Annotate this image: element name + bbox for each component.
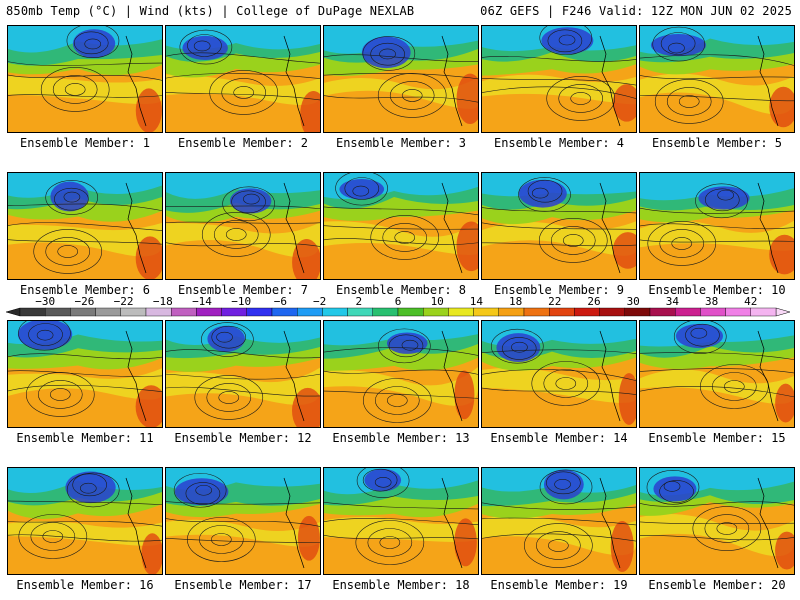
ensemble-member-map (639, 467, 795, 575)
ensemble-member-label: Ensemble Member: 15 (648, 431, 786, 445)
colorbar-tick-label: −30 (35, 295, 55, 308)
ensemble-member-label: Ensemble Member: 18 (332, 578, 470, 592)
colorbar-swatch (423, 307, 449, 317)
ensemble-member-map (323, 25, 479, 133)
colorbar-swatch (372, 307, 399, 317)
colorbar-swatch (95, 307, 121, 317)
ensemble-member-map (639, 172, 795, 280)
colorbar-swatch (549, 307, 575, 317)
colorbar-swatch (523, 307, 550, 317)
ensemble-member-label: Ensemble Member: 11 (16, 431, 154, 445)
ensemble-member-label: Ensemble Member: 8 (335, 283, 467, 297)
colorbar-swatch (448, 307, 474, 317)
colorbar-tick-label: −6 (274, 295, 287, 308)
colorbar-swatch (196, 307, 222, 317)
map-title: 850mb Temp (°C) | Wind (kts) | College o… (6, 4, 415, 18)
colorbar-swatch (397, 307, 424, 317)
ensemble-member-map (639, 25, 795, 133)
colorbar-swatch (750, 307, 777, 317)
colorbar-swatch (574, 307, 600, 317)
ensemble-member-map (639, 320, 795, 428)
ensemble-member-label: Ensemble Member: 4 (493, 136, 625, 150)
ensemble-member-map (481, 467, 637, 575)
ensemble-member-label: Ensemble Member: 20 (648, 578, 786, 592)
ensemble-member-label: Ensemble Member: 10 (648, 283, 786, 297)
temperature-colorbar: −30 −26 −22 −18 −14 −10 −6 −2 2 6 10 14 18 22 26 30 34 38… (5, 295, 791, 317)
colorbar-tick-label: −10 (231, 295, 251, 308)
colorbar-swatch (221, 307, 248, 317)
colorbar-swatch (322, 307, 348, 317)
colorbar-tick-label: 42 (744, 295, 757, 308)
colorbar-tick-label: −26 (74, 295, 94, 308)
ensemble-member-label: Ensemble Member: 19 (490, 578, 628, 592)
ensemble-member-label: Ensemble Member: 6 (19, 283, 151, 297)
colorbar-tick-label: 22 (548, 295, 561, 308)
ensemble-member-label: Ensemble Member: 2 (177, 136, 309, 150)
ensemble-member-map (7, 25, 163, 133)
ensemble-member-map (481, 320, 637, 428)
colorbar-tick-label: 18 (509, 295, 522, 308)
colorbar-swatch (624, 307, 651, 317)
model-run-info: 06Z GEFS | F246 Valid: 12Z MON JUN 02 20… (480, 4, 792, 18)
colorbar-swatch (297, 307, 323, 317)
colorbar-tick-label: 10 (431, 295, 444, 308)
colorbar-tick-label: −14 (192, 295, 212, 308)
colorbar-swatch (70, 307, 96, 317)
colorbar-swatch (599, 307, 625, 317)
colorbar-swatch (473, 307, 500, 317)
colorbar-tick-label: −22 (114, 295, 134, 308)
ensemble-member-map (323, 320, 479, 428)
ensemble-member-label: Ensemble Member: 14 (490, 431, 628, 445)
ensemble-member-map (165, 467, 321, 575)
ensemble-member-map (165, 25, 321, 133)
ensemble-member-label: Ensemble Member: 7 (177, 283, 309, 297)
colorbar-tick-label: 26 (587, 295, 600, 308)
ensemble-member-map (7, 172, 163, 280)
ensemble-member-map (481, 25, 637, 133)
ensemble-member-label: Ensemble Member: 3 (335, 136, 467, 150)
colorbar-swatch (170, 307, 197, 317)
colorbar-tick-label: 14 (470, 295, 484, 308)
colorbar-tick-label: −18 (153, 295, 173, 308)
ensemble-member-map (7, 320, 163, 428)
colorbar-tick-label: 34 (666, 295, 680, 308)
ensemble-member-map (481, 172, 637, 280)
colorbar-tick-label: −2 (313, 295, 326, 308)
colorbar-swatch (271, 307, 298, 317)
ensemble-member-map (7, 467, 163, 575)
ensemble-member-label: Ensemble Member: 5 (651, 136, 783, 150)
ensemble-member-label: Ensemble Member: 16 (16, 578, 154, 592)
colorbar-tick-label: 38 (705, 295, 718, 308)
colorbar-swatch (498, 307, 525, 317)
ensemble-member-map (323, 172, 479, 280)
colorbar-tick-label: 2 (355, 295, 362, 308)
colorbar-swatch (45, 307, 71, 317)
ensemble-member-map (165, 320, 321, 428)
ensemble-member-label: Ensemble Member: 13 (332, 431, 470, 445)
colorbar-swatch (145, 307, 172, 317)
colorbar-swatch (347, 307, 374, 317)
colorbar-tick-label: 6 (395, 295, 402, 308)
colorbar-swatch (700, 307, 726, 317)
ensemble-member-map (165, 172, 321, 280)
colorbar-swatch (120, 307, 147, 317)
ensemble-member-label: Ensemble Member: 12 (174, 431, 312, 445)
colorbar-swatch (649, 307, 676, 317)
ensemble-member-label: Ensemble Member: 17 (174, 578, 312, 592)
ensemble-member-label: Ensemble Member: 9 (493, 283, 625, 297)
ensemble-member-map (323, 467, 479, 575)
colorbar-swatch (675, 307, 701, 317)
colorbar-swatch (725, 307, 751, 317)
ensemble-member-label: Ensemble Member: 1 (19, 136, 151, 150)
colorbar-swatch (246, 307, 273, 317)
colorbar-swatch (19, 307, 46, 317)
colorbar-tick-label: 30 (627, 295, 640, 308)
